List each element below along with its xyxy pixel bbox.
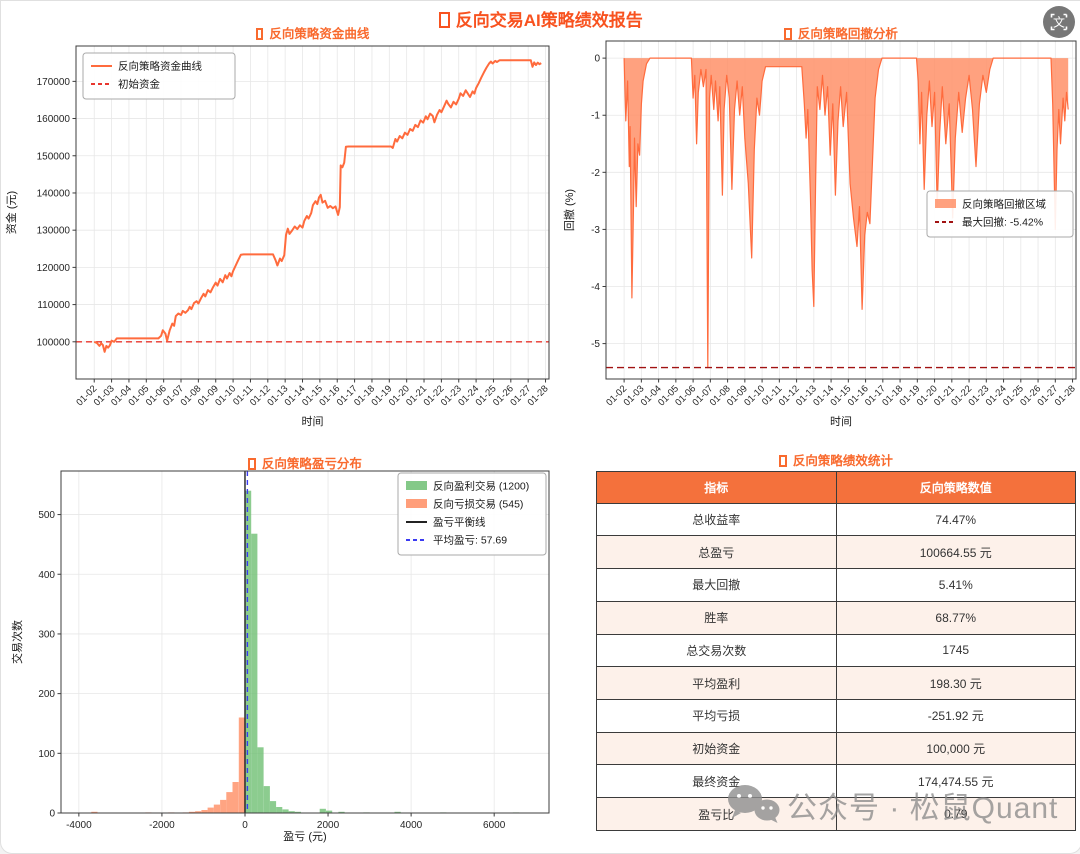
svg-text:盈亏 (元): 盈亏 (元): [283, 830, 326, 843]
svg-text:0: 0: [242, 820, 248, 831]
metric-cell: 总交易次数: [596, 633, 837, 668]
svg-text:4000: 4000: [400, 820, 423, 831]
svg-text:回撤 (%): 回撤 (%): [562, 189, 576, 231]
svg-text:120000: 120000: [37, 263, 71, 274]
svg-text:300: 300: [38, 629, 55, 640]
table-row: 平均亏损 -251.92 元: [596, 699, 1076, 733]
value-cell: 174,474.55 元: [835, 764, 1076, 799]
missing-glyph-icon: [784, 28, 792, 40]
svg-text:反向策略资金曲线: 反向策略资金曲线: [118, 60, 202, 73]
svg-text:时间: 时间: [302, 415, 324, 428]
svg-text:170000: 170000: [37, 77, 71, 88]
svg-text:盈亏平衡线: 盈亏平衡线: [433, 516, 486, 529]
svg-text:110000: 110000: [37, 300, 70, 311]
value-cell: -251.92 元: [835, 699, 1076, 733]
page-title: 反向交易AI策略绩效报告: [1, 6, 1080, 31]
svg-text:150000: 150000: [37, 151, 71, 162]
value-header: 反向策略数值: [835, 471, 1076, 504]
svg-text:500: 500: [38, 510, 55, 521]
drawdown-chart-title: 反向策略回撤分析: [606, 23, 1076, 42]
svg-text:400: 400: [38, 570, 55, 581]
table-row: 总盈亏 100664.55 元: [596, 535, 1076, 570]
svg-text:0: 0: [49, 809, 55, 820]
metric-cell: 平均亏损: [596, 699, 837, 733]
svg-text:资金 (元): 资金 (元): [4, 191, 18, 234]
svg-text:01-28: 01-28: [1053, 383, 1078, 408]
metric-cell: 平均盈利: [596, 666, 837, 700]
value-cell: 100,000 元: [835, 731, 1076, 766]
stats-table-title: 反向策略绩效统计: [596, 450, 1076, 469]
svg-text:交易次数: 交易次数: [10, 620, 24, 664]
svg-text:140000: 140000: [37, 188, 71, 199]
table-row: 总收益率 74.47%: [596, 502, 1076, 537]
table-header-row: 指标 反向策略数值: [596, 471, 1076, 504]
equity-curve-chart: 01-0201-0301-0401-0501-0601-0701-0801-09…: [4, 45, 551, 428]
missing-glyph-icon: [248, 458, 256, 470]
svg-text:-2: -2: [591, 168, 600, 179]
missing-glyph-icon: [439, 11, 450, 28]
equity-chart-title: 反向策略资金曲线: [76, 23, 549, 42]
svg-text:-4: -4: [591, 282, 600, 293]
metric-cell: 盈亏比: [596, 797, 837, 831]
table-row: 平均盈利 198.30 元: [596, 666, 1076, 700]
svg-text:6000: 6000: [483, 820, 506, 831]
svg-text:平均盈亏: 57.69: 平均盈亏: 57.69: [433, 535, 507, 547]
table-row: 最终资金 174,474.55 元: [596, 764, 1076, 799]
table-row: 总交易次数 1745: [596, 633, 1076, 668]
value-cell: 68.77%: [835, 600, 1076, 635]
value-cell: 198.30 元: [835, 666, 1076, 700]
svg-text:-4000: -4000: [66, 820, 92, 831]
translate-icon[interactable]: 文: [1042, 5, 1076, 39]
svg-text:01-28: 01-28: [526, 383, 551, 408]
svg-text:时间: 时间: [830, 415, 852, 428]
svg-text:130000: 130000: [37, 226, 71, 237]
svg-text:100: 100: [38, 749, 55, 760]
metric-cell: 最终资金: [596, 764, 837, 799]
svg-text:-5: -5: [591, 339, 600, 350]
svg-text:200: 200: [38, 689, 55, 700]
svg-text:-1: -1: [591, 111, 600, 122]
missing-glyph-icon: [779, 455, 787, 467]
table-row: 胜率 68.77%: [596, 600, 1076, 635]
svg-text:反向盈利交易 (1200): 反向盈利交易 (1200): [433, 480, 529, 493]
value-cell: 74.47%: [835, 502, 1076, 537]
svg-text:初始资金: 初始资金: [118, 78, 160, 91]
svg-text:反向亏损交易 (545): 反向亏损交易 (545): [433, 498, 523, 511]
translate-glyph: 文: [1053, 15, 1065, 30]
svg-text:最大回撤: -5.42%: 最大回撤: -5.42%: [962, 216, 1043, 229]
value-cell: 5.41%: [835, 568, 1076, 602]
svg-text:160000: 160000: [37, 114, 71, 125]
metric-cell: 总收益率: [596, 502, 837, 537]
svg-text:反向策略回撤区域: 反向策略回撤区域: [962, 198, 1046, 211]
svg-text:100000: 100000: [37, 337, 71, 348]
pnl-hist-title: 反向策略盈亏分布: [61, 453, 549, 472]
missing-glyph-icon: [255, 28, 264, 40]
stats-table: 指标 反向策略数值 总收益率 74.47% 总盈亏 100664.55 元最大回撤 5.…: [596, 471, 1076, 831]
svg-text:-2000: -2000: [149, 820, 175, 831]
svg-text:0: 0: [594, 54, 600, 65]
table-row: 盈亏比 0.79: [596, 797, 1076, 831]
metric-cell: 初始资金: [596, 731, 837, 766]
value-cell: 100664.55 元: [835, 535, 1076, 570]
value-cell: 0.79: [835, 797, 1076, 831]
svg-text:2000: 2000: [317, 820, 340, 831]
table-row: 初始资金 100,000 元: [596, 731, 1076, 766]
value-cell: 1745: [835, 633, 1076, 668]
metric-cell: 总盈亏: [596, 535, 837, 570]
metric-header: 指标: [596, 471, 837, 504]
drawdown-chart: 01-0201-0301-0401-0501-0601-0701-0801-09…: [562, 40, 1078, 428]
pnl-histogram-chart: -4000 -2000 0 2000 4000 6000 0 100 200 300 400 500 盈…: [10, 470, 550, 843]
table-row: 最大回撤 5.41%: [596, 568, 1076, 602]
svg-text:-3: -3: [591, 225, 600, 236]
metric-cell: 最大回撤: [596, 568, 837, 602]
metric-cell: 胜率: [596, 600, 837, 635]
